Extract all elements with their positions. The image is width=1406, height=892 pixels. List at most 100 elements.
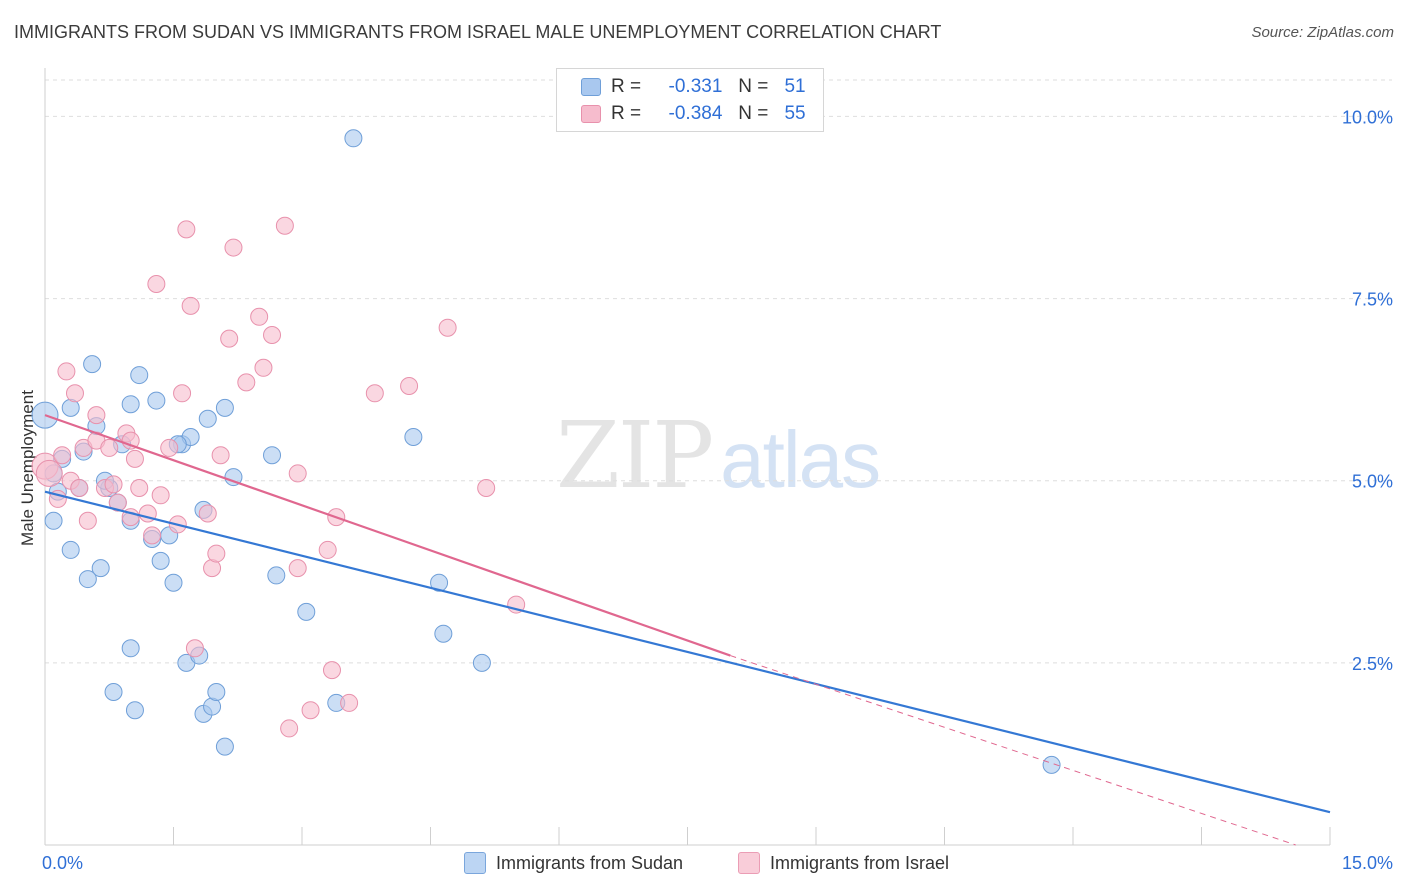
israel-point — [237, 373, 256, 392]
israel-point — [224, 238, 243, 257]
israel-point — [263, 326, 282, 344]
israel-point — [220, 329, 239, 348]
israel-point — [177, 220, 196, 239]
israel-point — [207, 544, 226, 563]
sudan-r-value: -0.331 — [668, 76, 723, 97]
legend-row-sudan: R = -0.331 N = 51 — [581, 75, 806, 99]
sudan-point — [44, 511, 63, 530]
israel-point — [35, 459, 63, 487]
sudan-swatch — [581, 78, 601, 96]
y-tick-label: 5.0% — [1352, 472, 1393, 492]
sudan-point — [83, 355, 102, 374]
source-label: Source: ZipAtlas.com — [1251, 24, 1394, 41]
sudan-point — [91, 559, 110, 578]
y-tick-label: 7.5% — [1352, 290, 1393, 310]
sudan-point — [78, 570, 97, 589]
sudan-point — [125, 701, 144, 720]
sudan-point — [164, 573, 183, 592]
israel-point — [275, 216, 294, 235]
tick-labels: 2.5% 5.0% 7.5% 10.0% 0.0% 15.0% — [42, 107, 1393, 873]
watermark-atlas: atlas — [720, 415, 881, 504]
sudan-point — [121, 639, 140, 658]
sudan-point — [1042, 755, 1061, 774]
israel-point — [301, 701, 320, 720]
sudan-point — [267, 566, 286, 585]
israel-point — [185, 639, 204, 658]
sudan-point — [61, 540, 80, 559]
israel-legend-swatch — [738, 852, 760, 874]
israel-r-label: R = — [611, 103, 642, 124]
israel-point — [173, 384, 192, 403]
sudan-n-value: 51 — [784, 76, 806, 97]
israel-point — [254, 358, 273, 377]
israel-swatch — [581, 105, 601, 123]
sudan-point — [207, 683, 226, 701]
sudan-point — [121, 395, 140, 414]
sudan-point — [104, 683, 123, 701]
israel-point — [438, 318, 457, 337]
israel-point — [130, 479, 149, 497]
x-tick-label: 15.0% — [1342, 853, 1393, 873]
y-tick-label: 2.5% — [1352, 654, 1393, 674]
sudan-point — [430, 573, 449, 592]
sudan-trend-line — [44, 490, 1331, 814]
israel-point — [160, 438, 179, 457]
sudan-point — [147, 391, 166, 410]
sudan-point — [224, 468, 243, 487]
sudan-point — [263, 446, 282, 465]
israel-point — [211, 446, 230, 465]
sudan-point — [130, 366, 149, 385]
sudan-point — [344, 129, 363, 148]
israel-point — [121, 431, 140, 450]
watermark-zip: ZIP — [556, 402, 714, 509]
israel-r-value: -0.384 — [668, 103, 723, 124]
x-tick-label: 0.0% — [42, 853, 83, 873]
israel-point — [365, 384, 384, 403]
israel-point — [250, 307, 269, 326]
sudan-point — [404, 428, 423, 446]
legend-item-sudan: Immigrants from Sudan — [464, 852, 683, 874]
israel-trend-extension — [730, 655, 1296, 846]
trend-lines — [44, 414, 1331, 846]
sudan-n-label: N = — [738, 76, 769, 97]
israel-point — [70, 479, 89, 497]
israel-point — [100, 438, 119, 457]
israel-point — [288, 559, 307, 578]
sudan-point — [198, 409, 217, 428]
israel-point — [147, 275, 166, 293]
sudan-r-label: R = — [611, 76, 642, 97]
israel-point — [280, 719, 299, 738]
sudan-point — [215, 398, 234, 417]
israel-point — [53, 446, 72, 465]
israel-n-value: 55 — [784, 103, 806, 124]
israel-point — [57, 362, 76, 381]
israel-point — [125, 449, 144, 468]
chart-title: IMMIGRANTS FROM SUDAN VS IMMIGRANTS FROM… — [14, 22, 942, 42]
sudan-point — [472, 653, 491, 672]
israel-point — [65, 384, 84, 403]
watermark: ZIP atlas — [556, 402, 881, 509]
sudan-legend-label: Immigrants from Sudan — [496, 852, 684, 873]
israel-legend-label: Immigrants from Israel — [770, 852, 950, 873]
israel-point — [198, 504, 217, 523]
israel-point — [104, 475, 123, 494]
sudan-point — [434, 624, 453, 643]
israel-point — [87, 406, 106, 425]
israel-point — [318, 540, 337, 559]
axes — [44, 68, 1331, 846]
legend-item-israel: Immigrants from Israel — [738, 852, 949, 874]
israel-point — [400, 377, 419, 395]
israel-point — [78, 511, 97, 530]
israel-trend-line — [44, 414, 731, 657]
data-points — [31, 129, 1061, 774]
israel-point — [151, 486, 170, 505]
israel-point — [477, 479, 496, 497]
sudan-point — [151, 551, 170, 570]
israel-point — [288, 464, 307, 483]
israel-point — [181, 296, 200, 315]
israel-point — [143, 526, 162, 545]
y-tick-label: 10.0% — [1342, 107, 1393, 127]
legend-row-israel: R = -0.384 N = 55 — [581, 102, 806, 126]
sudan-legend-swatch — [464, 852, 486, 874]
